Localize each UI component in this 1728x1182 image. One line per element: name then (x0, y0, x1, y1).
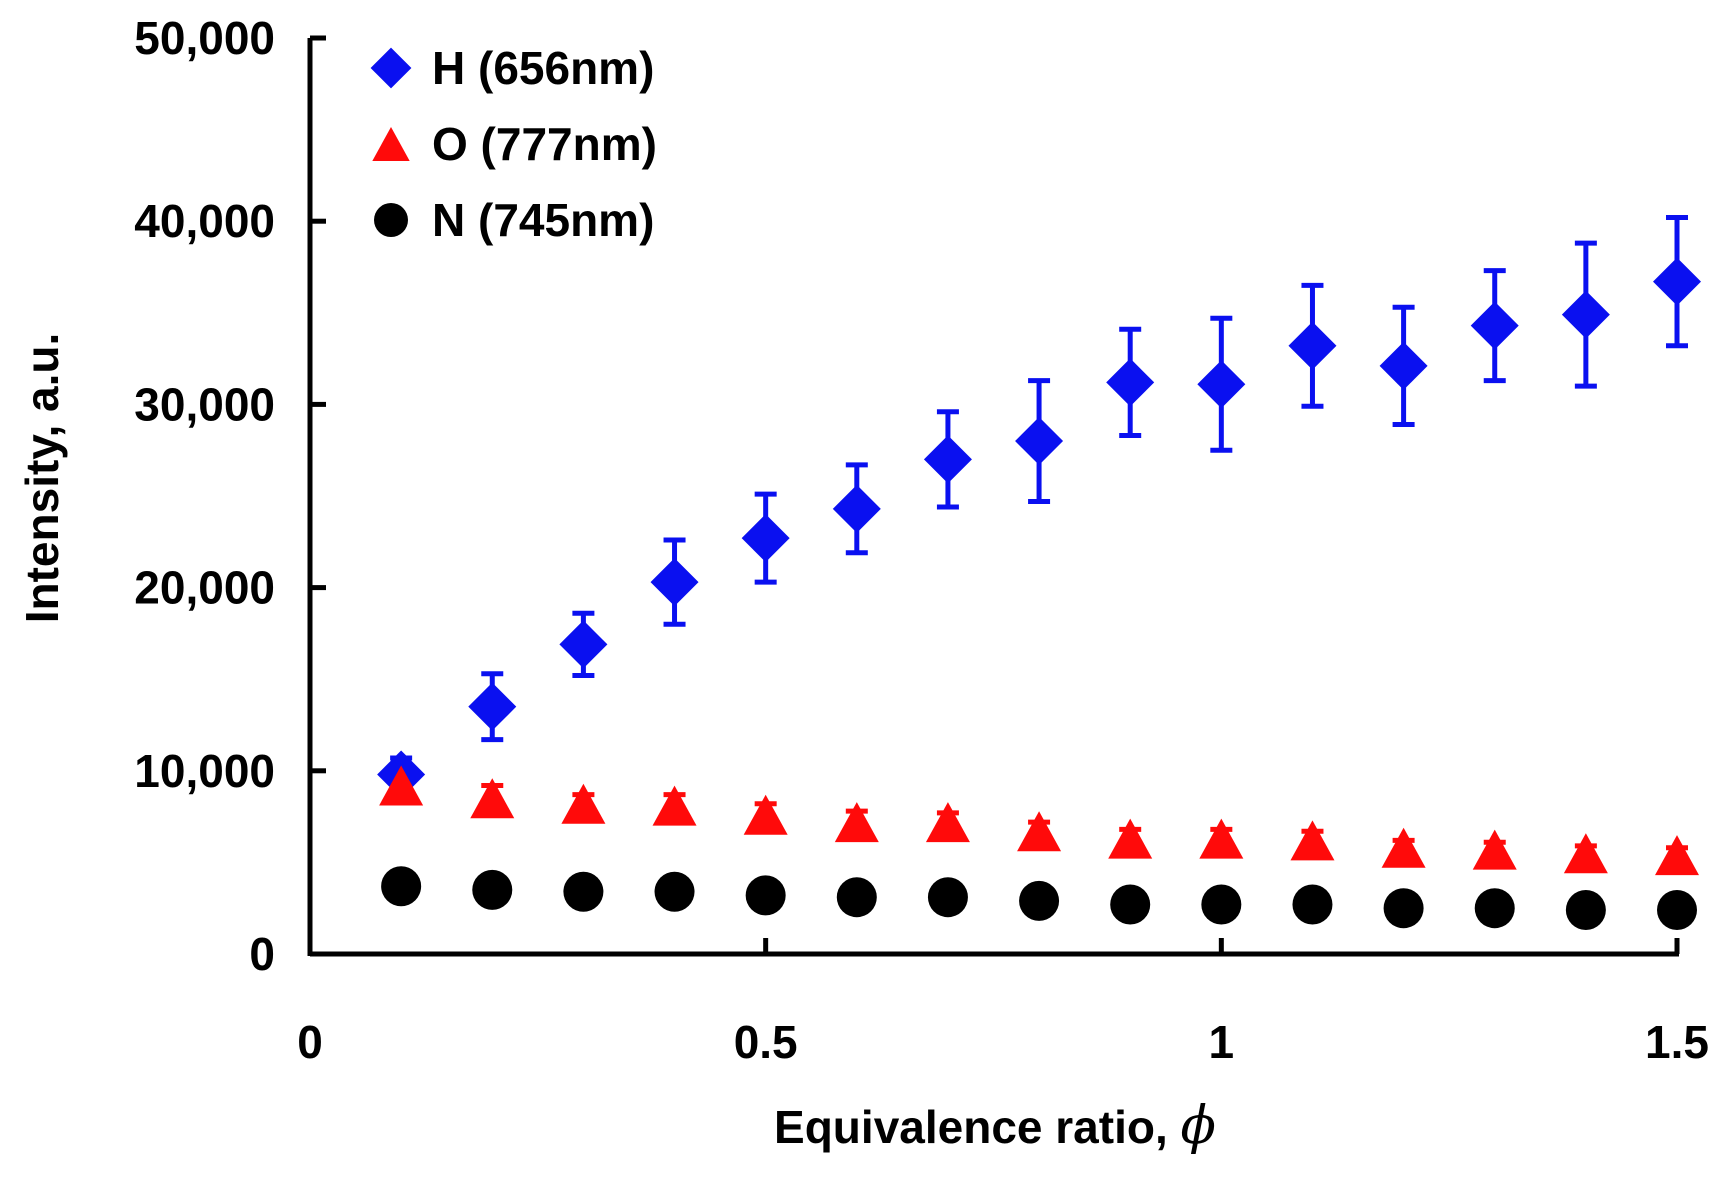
point-n (1565, 890, 1606, 931)
point-o (652, 785, 697, 826)
point-n (745, 875, 786, 916)
y-tick-label: 50,000 (134, 12, 275, 64)
point-o (1017, 811, 1062, 852)
point-h (832, 484, 881, 533)
point-h (559, 620, 608, 669)
point-o (561, 783, 606, 824)
point-h (1379, 341, 1428, 390)
point-o (1381, 827, 1426, 868)
point-n (1110, 884, 1151, 925)
y-tick-label: 20,000 (134, 562, 275, 614)
y-tick-label: 0 (249, 928, 275, 980)
point-o (743, 794, 788, 835)
x-tick-label: 1 (1209, 1016, 1235, 1068)
point-h (741, 514, 790, 563)
point-n (836, 877, 877, 918)
point-h (1197, 360, 1246, 409)
point-n (1292, 884, 1333, 925)
point-n (1657, 890, 1697, 931)
point-o (834, 802, 879, 843)
legend-marker-o (372, 127, 410, 161)
x-axis-title: Equivalence ratio, ϕ (774, 1096, 1216, 1156)
legend-marker-h (370, 47, 412, 89)
point-h (1653, 257, 1701, 306)
x-axis-title-phi: ϕ (1181, 1096, 1216, 1156)
tick-labels: 0 10,000 20,000 30,000 40,000 50,000 0 0.5 1 1.5 (134, 12, 1709, 1068)
point-o (470, 778, 515, 819)
x-tick-label: 1.5 (1645, 1016, 1709, 1068)
point-o (1108, 818, 1153, 859)
y-tick-label: 10,000 (134, 745, 275, 797)
point-h (650, 558, 699, 607)
point-h (468, 682, 517, 731)
point-n (381, 866, 422, 907)
point-n (1474, 888, 1515, 929)
point-o (1472, 829, 1517, 870)
point-o (1563, 833, 1608, 874)
point-h (1106, 358, 1155, 407)
point-n (472, 869, 513, 910)
y-axis-title: Intensity, a.u. (16, 333, 68, 624)
x-tick-label: 0.5 (734, 1016, 798, 1068)
point-o (1290, 820, 1335, 861)
point-h (1288, 321, 1337, 370)
point-n (563, 871, 604, 912)
legend: H (656nm) O (777nm) N (745nm) (370, 42, 657, 246)
y-tick-label: 40,000 (134, 195, 275, 247)
point-o (1199, 818, 1244, 859)
legend-label-n: N (745nm) (432, 194, 654, 246)
point-o (1655, 835, 1699, 876)
point-n (1383, 888, 1424, 929)
legend-marker-n (374, 203, 408, 237)
point-o (379, 765, 424, 806)
point-n (927, 877, 968, 918)
x-axis-title-text: Equivalence ratio, (774, 1101, 1180, 1153)
x-tick-label: 0 (297, 1016, 323, 1068)
point-n (1201, 884, 1242, 925)
axes (307, 35, 1680, 957)
point-h (1470, 301, 1519, 350)
point-n (1019, 880, 1060, 921)
point-h (923, 435, 972, 484)
point-h (1015, 417, 1064, 466)
legend-label-o: O (777nm) (432, 118, 657, 170)
point-o (925, 802, 970, 843)
legend-label-h: H (656nm) (432, 42, 654, 94)
y-tick-label: 30,000 (134, 378, 275, 430)
point-n (654, 871, 695, 912)
data-points (377, 257, 1701, 931)
point-h (1561, 290, 1610, 339)
